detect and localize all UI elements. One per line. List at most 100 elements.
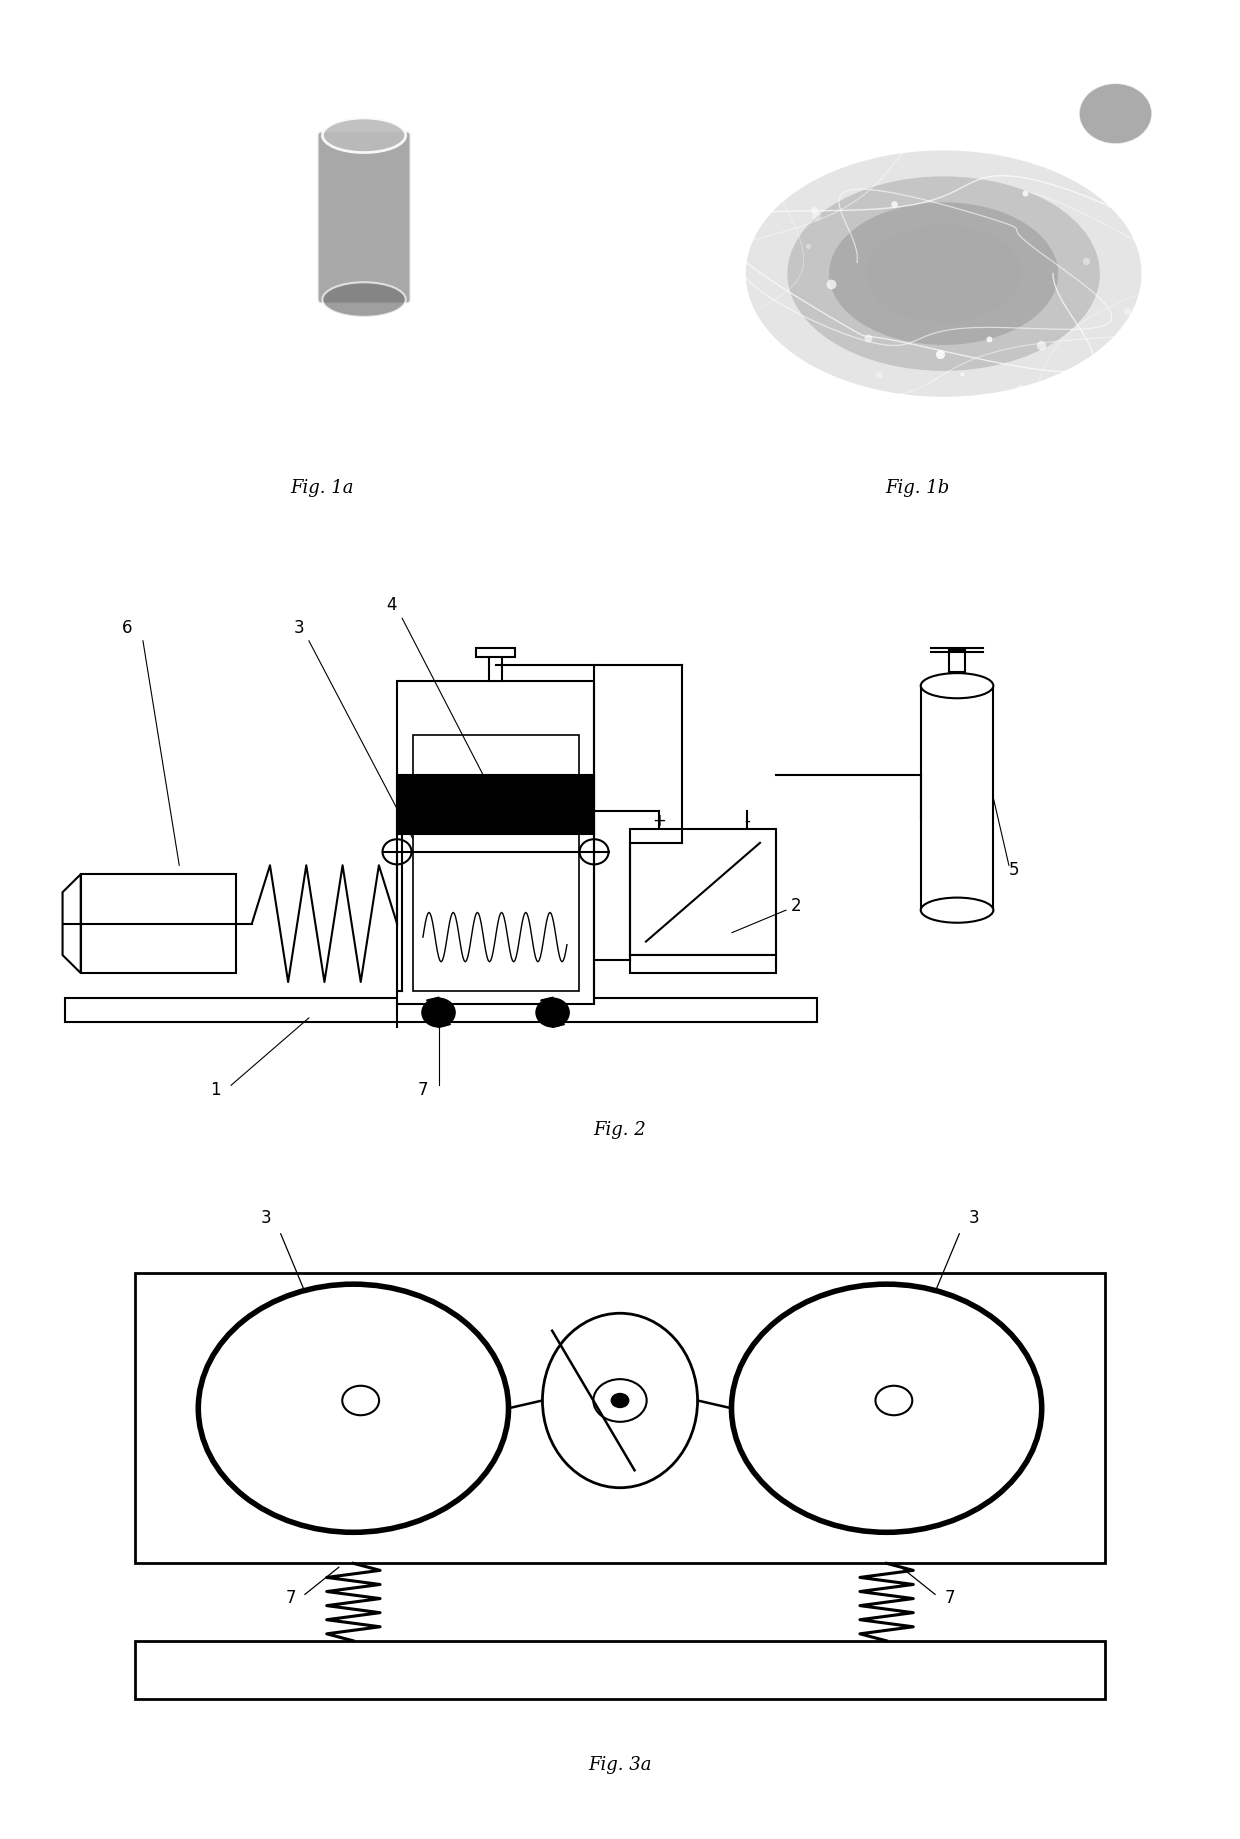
Text: 3: 3 (260, 1208, 272, 1227)
Point (799, 232, 818, 261)
Ellipse shape (921, 673, 993, 699)
Point (858, 324, 878, 353)
Point (86, 134, 105, 164)
Text: 3: 3 (293, 618, 304, 636)
Text: 7: 7 (285, 1589, 295, 1605)
Point (682, 327, 702, 357)
Point (839, 408, 859, 438)
Point (930, 340, 950, 370)
Point (154, 154, 174, 184)
Point (92, 348, 112, 377)
Circle shape (536, 999, 569, 1028)
Point (728, 221, 748, 250)
Point (547, 200, 567, 230)
Point (929, 416, 949, 445)
Point (1032, 331, 1052, 360)
Point (154, 257, 174, 287)
Wedge shape (210, 1409, 497, 1530)
Bar (135, 1273, 1105, 1563)
Text: 7: 7 (418, 1081, 428, 1098)
Circle shape (198, 1284, 508, 1532)
Point (806, 202, 826, 232)
Bar (490, 655, 502, 682)
Point (215, 417, 234, 447)
Point (687, 410, 707, 440)
Point (95, 443, 115, 473)
Text: -: - (744, 811, 750, 829)
Point (215, 202, 234, 232)
Point (466, 215, 486, 245)
Point (496, 281, 516, 311)
Ellipse shape (787, 177, 1100, 371)
Bar (66, 999, 817, 1022)
Point (821, 270, 841, 300)
Point (546, 223, 565, 252)
Point (1033, 377, 1053, 406)
Bar (397, 776, 594, 835)
Point (734, 307, 754, 337)
Bar (397, 682, 594, 1004)
Point (279, 432, 299, 462)
Text: 4: 4 (387, 596, 397, 614)
Bar (921, 686, 993, 910)
Point (874, 432, 894, 462)
Ellipse shape (830, 202, 1058, 346)
Point (366, 202, 386, 232)
Circle shape (1079, 85, 1152, 145)
Ellipse shape (542, 1313, 698, 1488)
Point (133, 360, 153, 390)
Point (429, 434, 449, 463)
Ellipse shape (866, 226, 1022, 324)
Circle shape (342, 1387, 379, 1416)
Point (208, 342, 228, 371)
Point (404, 333, 424, 362)
Point (538, 289, 558, 318)
Text: 6: 6 (122, 618, 133, 636)
Point (1076, 246, 1096, 276)
Text: Fig. 1a: Fig. 1a (290, 478, 355, 497)
Point (290, 357, 310, 386)
Point (1117, 296, 1137, 326)
Bar (413, 736, 579, 991)
Point (320, 193, 340, 223)
Point (978, 326, 998, 355)
Ellipse shape (322, 283, 405, 318)
Text: 3: 3 (968, 1208, 980, 1227)
Wedge shape (203, 1409, 503, 1528)
Circle shape (422, 999, 455, 1028)
Circle shape (611, 1394, 629, 1407)
Point (869, 360, 889, 390)
Bar (81, 875, 237, 973)
Point (884, 189, 904, 219)
Point (325, 384, 345, 414)
Point (1052, 399, 1071, 428)
Text: 7: 7 (945, 1589, 955, 1605)
Polygon shape (62, 875, 81, 973)
Bar (630, 829, 775, 956)
Point (745, 346, 765, 375)
Circle shape (732, 1284, 1042, 1532)
Point (368, 324, 388, 353)
Point (148, 383, 167, 412)
Text: Fig. 1b: Fig. 1b (885, 478, 950, 497)
Point (689, 252, 709, 281)
Point (479, 149, 498, 178)
Point (283, 408, 303, 438)
Point (702, 371, 722, 401)
Point (691, 188, 711, 217)
Text: +: + (652, 811, 666, 829)
Point (804, 197, 823, 226)
Bar (476, 649, 515, 657)
Bar (630, 956, 775, 973)
Point (952, 360, 972, 390)
Point (112, 423, 131, 452)
Text: 2: 2 (791, 897, 802, 914)
Point (249, 406, 269, 436)
Point (246, 333, 265, 362)
Point (162, 401, 182, 430)
FancyBboxPatch shape (317, 132, 410, 305)
Text: 5: 5 (1009, 861, 1019, 879)
Text: (b): (b) (673, 53, 707, 74)
Ellipse shape (921, 897, 993, 923)
Point (537, 188, 557, 217)
